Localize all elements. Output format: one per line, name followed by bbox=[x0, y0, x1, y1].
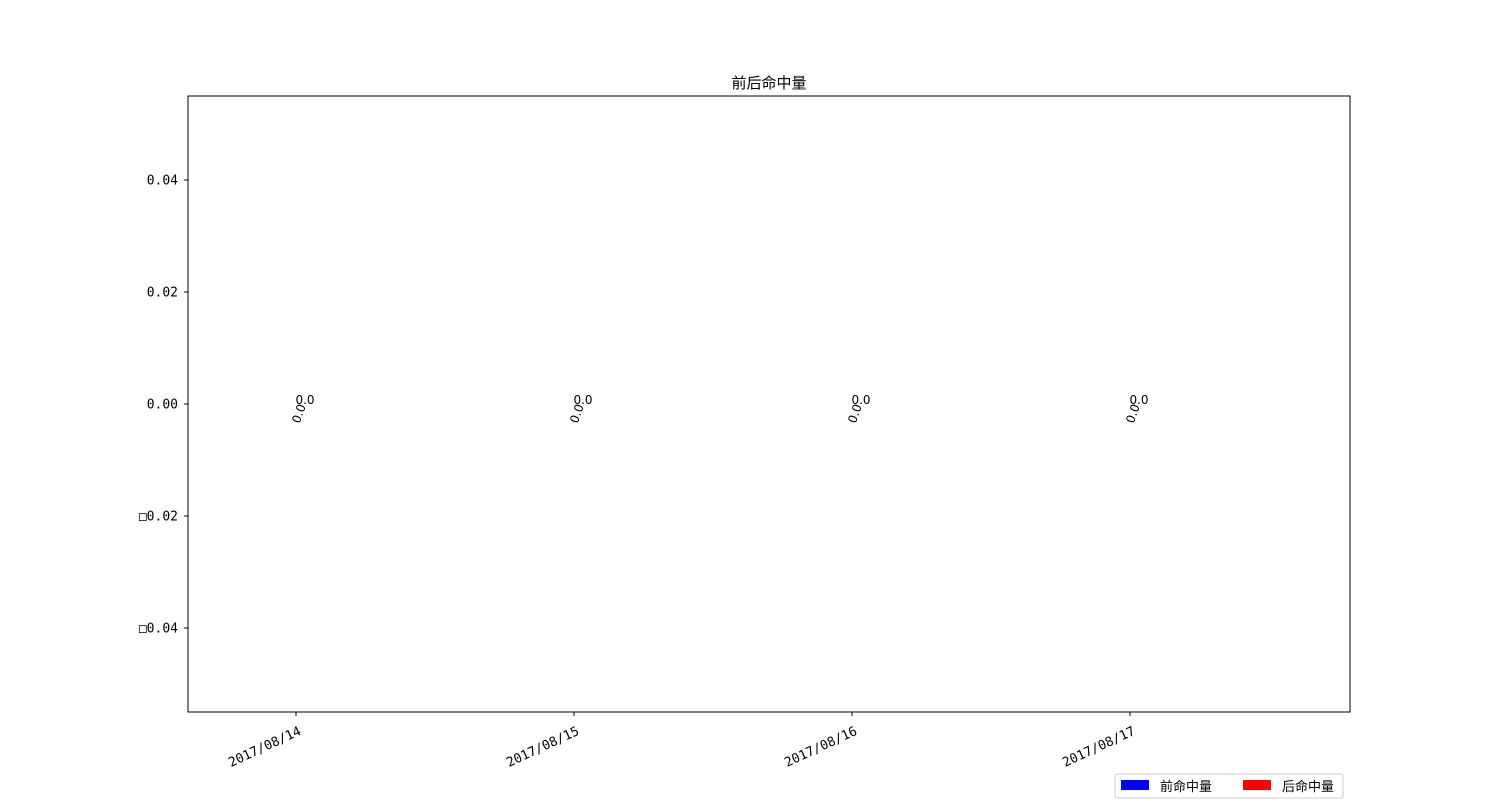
legend: 前命中量 后命中量 bbox=[1114, 773, 1344, 799]
legend-swatch-back bbox=[1243, 780, 1271, 790]
bar-value-label: 0.0 bbox=[845, 402, 865, 425]
bar-data-labels: 0.00.00.00.00.00.00.00.0 bbox=[289, 393, 1148, 425]
bar-value-label: 0.0 bbox=[1123, 402, 1143, 425]
y-tick-label: 0.02 bbox=[147, 286, 178, 301]
bar-value-label: 0.0 bbox=[851, 393, 870, 407]
legend-frame bbox=[1114, 773, 1344, 799]
y-tick-label: 0.04 bbox=[147, 174, 178, 189]
bar-value-label: 0.0 bbox=[295, 393, 314, 407]
y-axis: 0.04 0.02 0.00 □0.02 □0.04 bbox=[139, 174, 188, 637]
y-tick-label: □0.02 bbox=[139, 510, 178, 525]
chart-title: 前后命中量 bbox=[731, 74, 806, 92]
bar-value-label: 0.0 bbox=[1129, 393, 1148, 407]
legend-label-front: 前命中量 bbox=[1160, 779, 1212, 795]
y-tick-label: □0.04 bbox=[139, 622, 178, 637]
bar-value-label: 0.0 bbox=[573, 393, 592, 407]
legend-swatch-front bbox=[1121, 780, 1149, 790]
legend-label-back: 后命中量 bbox=[1282, 779, 1334, 795]
y-tick-label: 0.00 bbox=[147, 398, 178, 413]
bar-value-label: 0.0 bbox=[567, 402, 587, 425]
bar-value-label: 0.0 bbox=[289, 402, 309, 425]
